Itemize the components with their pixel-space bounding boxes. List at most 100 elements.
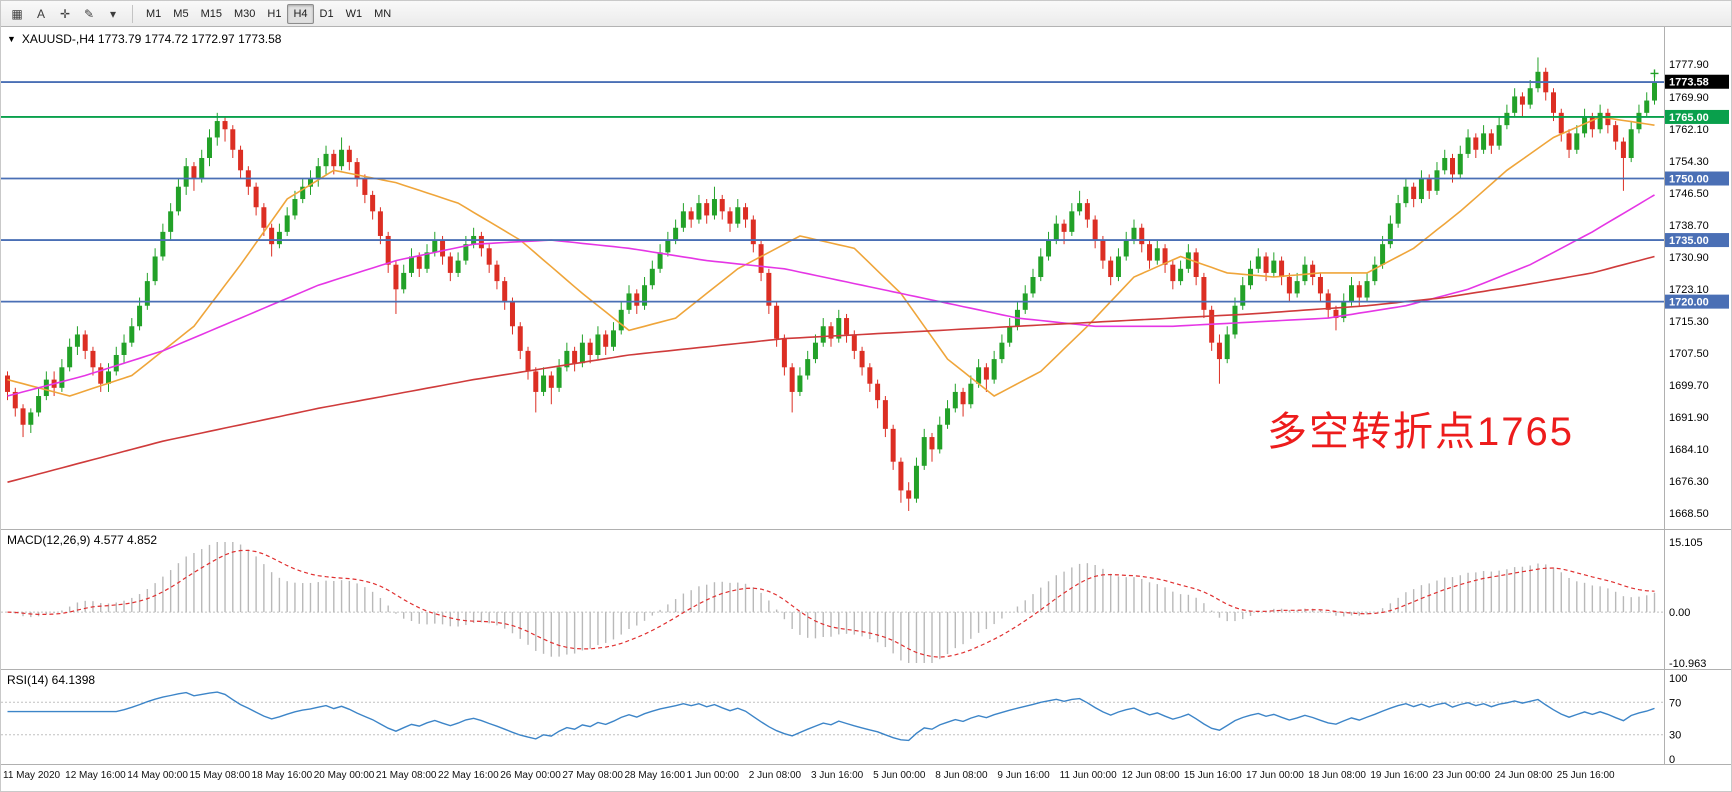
timeframe-m30[interactable]: M30 (233, 7, 256, 20)
candle-body (1527, 88, 1533, 105)
candles (5, 57, 1657, 511)
candle-body (502, 281, 508, 302)
timeframe-m15[interactable]: M15 (200, 7, 222, 20)
candle-body (564, 350, 570, 368)
candle-body (1046, 240, 1052, 257)
timeframe-h1[interactable]: H1 (267, 7, 282, 20)
candle-body (1589, 116, 1595, 130)
timeframe-mn[interactable]: MN (374, 7, 392, 20)
candle-body (1574, 133, 1580, 150)
price-line-tag-label: 1720.00 (1669, 297, 1709, 309)
price-tick: 1691.90 (1669, 412, 1709, 424)
candle-body (1473, 137, 1479, 150)
timeframe-h4[interactable]: H4 (287, 3, 314, 24)
price-line-tag (1665, 109, 1729, 124)
candle-body (315, 166, 321, 179)
candle-body (455, 260, 461, 273)
candle-body (805, 359, 811, 376)
toolbar-left-tools: ▦ A ✛ ✎ ▾ (5, 4, 125, 24)
price-line-tag (1665, 233, 1729, 248)
candle-body (1434, 170, 1440, 191)
price-tick: 1715.30 (1669, 316, 1709, 328)
candle-body (1007, 326, 1013, 343)
price-tick: 1723.10 (1669, 284, 1709, 296)
candle-body (836, 318, 842, 339)
rsi-tick: 0 (1669, 754, 1675, 766)
horizontal-lines[interactable] (1, 81, 1664, 303)
text-tool-icon[interactable]: A (36, 6, 45, 21)
candle-body (152, 256, 158, 282)
chart-area[interactable]: 1765.00 1750.00 1735.00 1720.00 1777.90 1769.… (1, 27, 1732, 792)
candle-body (486, 248, 492, 265)
timeframe-w1[interactable]: W1 (345, 7, 363, 20)
macd-indicator-label: MACD(12,26,9) 4.577 4.852 (7, 533, 158, 547)
candle-body (416, 256, 422, 269)
candle-body (300, 186, 306, 200)
macd-tick: -10.963 (1669, 658, 1706, 670)
candle-body (362, 178, 368, 195)
candle-body (1030, 277, 1036, 294)
candle-body (36, 396, 42, 413)
candle-body (401, 272, 407, 290)
candle-body (1279, 260, 1285, 278)
candle-body (377, 211, 383, 236)
candle-body (1395, 203, 1401, 224)
price-tick: 1684.10 (1669, 444, 1709, 456)
candle-body (253, 186, 259, 208)
draw-tool-icon[interactable]: ✎ (83, 6, 95, 21)
candle-body (1628, 129, 1634, 158)
chart-canvas[interactable]: 1765.00 1750.00 1735.00 1720.00 1777.90 1769.… (1, 27, 1732, 792)
price-tick: 1707.50 (1669, 348, 1709, 360)
candle-body (90, 350, 96, 368)
candle-body (5, 375, 10, 392)
candle-body (1372, 264, 1378, 282)
price-axis: 1777.90 1769.90 1762.10 1754.30 1746.50 1738.… (1669, 59, 1709, 520)
date-tick: 9 Jun 16:00 (997, 770, 1050, 781)
candle-body (960, 391, 966, 405)
candle-body (657, 252, 663, 269)
candle-body (696, 203, 702, 220)
chart-annotation-text: 多空转折点1765 (1267, 410, 1574, 454)
rsi-indicator-label: RSI(14) 64.1398 (7, 673, 96, 687)
candle-body (447, 256, 453, 273)
timeframe-m5[interactable]: M5 (173, 7, 189, 20)
candle-body (890, 428, 896, 462)
candle-body (1450, 157, 1456, 175)
candle-body (642, 285, 648, 306)
candle-body (541, 375, 547, 392)
date-tick: 12 Jun 08:00 (1122, 770, 1180, 781)
charts-grid-icon[interactable]: ▦ (11, 6, 23, 21)
candle-body (28, 412, 34, 425)
chart-dropdown-icon[interactable]: ▼ (7, 34, 16, 44)
candle-body (1356, 285, 1362, 298)
candle-body (789, 367, 795, 392)
candle-body (634, 293, 640, 306)
toolbar: ▦ A ✛ ✎ ▾ M1 M5 M15 M30 H1 H4 D1 W1 MN (1, 1, 1731, 27)
candle-body (160, 231, 166, 257)
timeframe-d1[interactable]: D1 (319, 7, 334, 20)
price-tick: 1730.90 (1669, 252, 1709, 264)
candle-body (610, 330, 616, 347)
date-tick: 28 May 16:00 (625, 770, 686, 781)
candle-body (1582, 116, 1588, 134)
candle-body (1038, 256, 1044, 278)
candle-body (1061, 223, 1067, 232)
candle-body (1418, 178, 1424, 200)
date-tick: 17 Jun 00:00 (1246, 770, 1304, 781)
candle-body (1154, 248, 1160, 261)
draw-tool-caret-icon[interactable]: ▾ (109, 6, 117, 21)
candle-body (424, 252, 430, 269)
candle-body (67, 346, 73, 368)
timeframe-m1[interactable]: M1 (146, 7, 162, 20)
candle-body (1178, 268, 1184, 282)
price-tick: 1699.70 (1669, 380, 1709, 392)
date-tick: 18 May 16:00 (252, 770, 313, 781)
crosshair-icon[interactable]: ✛ (59, 6, 71, 21)
candle-body (307, 178, 313, 187)
candle-body (812, 342, 818, 360)
candle-body (121, 342, 127, 355)
candle-body (12, 391, 18, 409)
rsi-tick: 100 (1669, 673, 1687, 685)
candle-body (1108, 260, 1114, 278)
